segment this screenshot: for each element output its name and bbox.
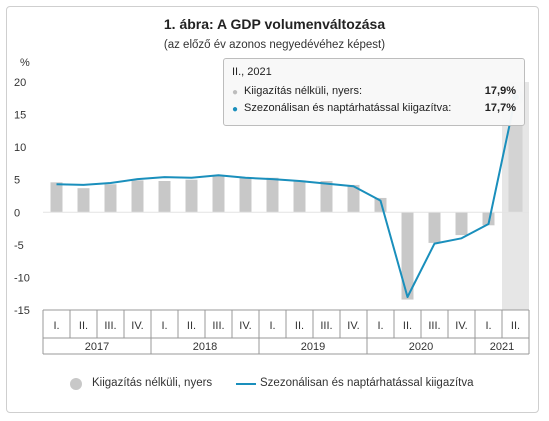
x-tick-label: II. xyxy=(295,320,304,332)
year-label: 2020 xyxy=(409,341,433,353)
bar xyxy=(50,182,63,213)
bar xyxy=(185,179,198,213)
x-tick-label: III. xyxy=(428,320,440,332)
legend-bar-circle-icon xyxy=(70,378,82,390)
bar xyxy=(293,180,306,213)
tooltip-row-value: 17,7% xyxy=(484,102,516,114)
x-tick-label: II. xyxy=(403,320,412,332)
chart-subtitle: (az előző év azonos negyedévéhez képest) xyxy=(163,39,386,51)
bar xyxy=(212,175,225,213)
tooltip-row-label: Szezonálisan és naptárhatással kiigazítv… xyxy=(244,102,452,114)
tooltip-row-adjusted: ● Szezonálisan és naptárhatással kiigazí… xyxy=(232,102,516,116)
x-tick-label: II. xyxy=(79,320,88,332)
legend-line-icon xyxy=(236,383,256,385)
bar xyxy=(401,212,414,300)
y-tick-label: 0 xyxy=(14,207,20,219)
tooltip-line-dot-icon: ● xyxy=(232,104,239,115)
legend-item-unadjusted[interactable]: Kiigazítás nélküli, nyers xyxy=(68,376,268,392)
chart-tooltip: II., 2021 ● Kiigazítás nélküli, nyers: 1… xyxy=(223,58,525,126)
year-label: 2018 xyxy=(193,341,217,353)
bar xyxy=(239,177,252,213)
bar xyxy=(77,188,90,213)
x-tick-label: I. xyxy=(485,320,491,332)
x-tick-label: IV. xyxy=(347,320,359,332)
y-tick-label: 10 xyxy=(14,142,26,154)
year-label: 2021 xyxy=(490,341,514,353)
tooltip-row-unadjusted: ● Kiigazítás nélküli, nyers: 17,9% xyxy=(232,85,516,99)
y-tick-label: -15 xyxy=(14,305,30,317)
bar xyxy=(158,181,171,213)
bar xyxy=(428,212,441,243)
legend-item-adjusted[interactable]: Szezonálisan és naptárhatással kiigazítv… xyxy=(236,376,506,392)
bar xyxy=(131,180,144,213)
x-tick-label: III. xyxy=(104,320,116,332)
year-label: 2019 xyxy=(301,341,325,353)
bar xyxy=(266,177,279,213)
x-tick-label: I. xyxy=(269,320,275,332)
x-tick-label: I. xyxy=(53,320,59,332)
y-tick-label: -5 xyxy=(14,240,24,252)
x-tick-label: III. xyxy=(212,320,224,332)
y-tick-label: 15 xyxy=(14,110,26,122)
bar xyxy=(320,181,333,213)
x-tick-label: IV. xyxy=(131,320,143,332)
bar xyxy=(482,212,495,226)
bar xyxy=(347,184,360,213)
y-tick-label: 20 xyxy=(14,77,26,89)
x-tick-label: IV. xyxy=(455,320,467,332)
tooltip-row-label: Kiigazítás nélküli, nyers: xyxy=(244,85,362,97)
year-label: 2017 xyxy=(85,341,109,353)
bar xyxy=(104,184,117,213)
x-tick-label: I. xyxy=(377,320,383,332)
x-tick-label: III. xyxy=(320,320,332,332)
y-tick-label: -10 xyxy=(14,272,30,284)
series-line xyxy=(56,96,517,298)
x-tick-label: IV. xyxy=(239,320,251,332)
legend-bar-label: Kiigazítás nélküli, nyers xyxy=(92,377,213,389)
bar xyxy=(455,212,468,236)
legend-line-label: Szezonálisan és naptárhatással kiigazítv… xyxy=(260,377,474,389)
chart-title: 1. ábra: A GDP volumenváltozása xyxy=(163,16,386,32)
tooltip-bar-dot-icon: ● xyxy=(232,87,239,98)
y-axis-unit-label: % xyxy=(20,57,30,69)
x-tick-label: II. xyxy=(511,320,520,332)
tooltip-row-value: 17,9% xyxy=(484,85,516,97)
x-tick-label: I. xyxy=(161,320,167,332)
y-tick-label: 5 xyxy=(14,175,20,187)
x-tick-label: II. xyxy=(187,320,196,332)
tooltip-header: II., 2021 xyxy=(232,66,272,78)
